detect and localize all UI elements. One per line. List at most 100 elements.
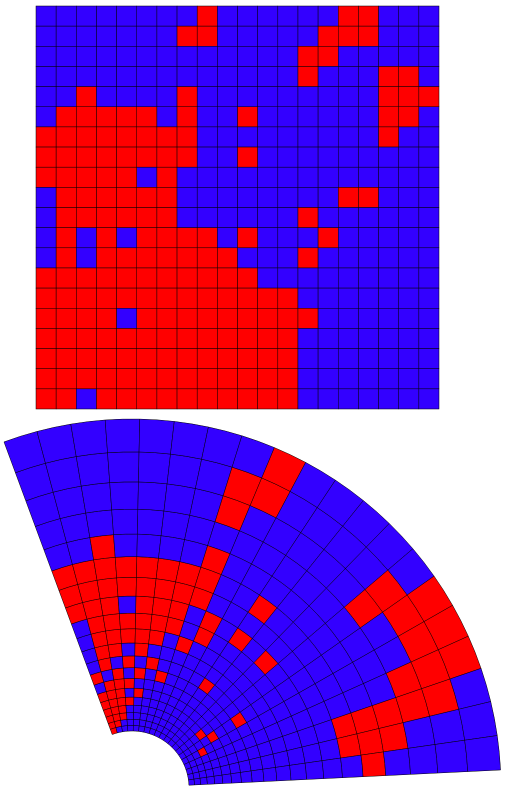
square-cell bbox=[116, 368, 137, 390]
square-cell bbox=[217, 166, 238, 188]
square-cell bbox=[76, 146, 97, 168]
square-cell bbox=[55, 25, 77, 47]
square-cell bbox=[96, 66, 117, 87]
square-cell bbox=[217, 207, 238, 228]
square-cell bbox=[317, 308, 339, 329]
fan-cell bbox=[133, 687, 144, 698]
square-cell bbox=[217, 328, 238, 349]
fan-cell bbox=[122, 655, 136, 669]
square-cell bbox=[55, 287, 77, 309]
square-cell bbox=[277, 46, 299, 67]
square-cell bbox=[418, 25, 440, 47]
square-cell bbox=[277, 106, 299, 128]
fan-cell bbox=[121, 725, 129, 733]
square-cell bbox=[237, 166, 258, 188]
square-cell bbox=[76, 187, 97, 208]
square-cell bbox=[217, 187, 238, 208]
square-cell bbox=[398, 227, 420, 249]
square-cell bbox=[196, 308, 218, 329]
square-cell bbox=[257, 66, 279, 87]
square-cell bbox=[35, 368, 57, 390]
square-cell bbox=[277, 86, 299, 107]
square-cell bbox=[297, 187, 319, 208]
square-cell bbox=[156, 187, 178, 208]
square-cell bbox=[156, 25, 178, 47]
square-cell bbox=[297, 368, 319, 390]
square-cell bbox=[237, 227, 258, 249]
square-cell bbox=[378, 308, 399, 329]
fan-cell bbox=[135, 577, 157, 598]
square-cell bbox=[257, 348, 279, 369]
fan-cell bbox=[132, 725, 140, 732]
square-cell bbox=[76, 66, 97, 87]
square-cell bbox=[76, 247, 97, 269]
square-cell bbox=[35, 126, 57, 148]
square-cell bbox=[35, 166, 57, 188]
square-cell bbox=[358, 187, 379, 208]
square-cell bbox=[55, 368, 77, 390]
square-cell bbox=[317, 66, 339, 87]
square-cell bbox=[297, 207, 319, 228]
fan-cell bbox=[133, 712, 141, 721]
square-cell bbox=[217, 126, 238, 148]
square-cell bbox=[317, 187, 339, 208]
square-cell bbox=[116, 126, 137, 148]
square-cell bbox=[378, 5, 399, 27]
square-cell bbox=[297, 5, 319, 27]
square-cell bbox=[136, 388, 158, 410]
square-cell bbox=[257, 106, 279, 128]
fan-cell bbox=[126, 712, 134, 720]
square-cell bbox=[156, 46, 178, 67]
fan-cell bbox=[188, 778, 195, 786]
square-cell bbox=[55, 146, 77, 168]
square-cell bbox=[257, 207, 279, 228]
square-cell bbox=[257, 25, 279, 47]
fan-cell bbox=[289, 762, 307, 781]
square-cell bbox=[55, 106, 77, 128]
square-cell bbox=[96, 166, 117, 188]
square-cell bbox=[257, 388, 279, 410]
square-cell bbox=[358, 328, 379, 349]
square-cell bbox=[217, 66, 238, 87]
square-cell bbox=[96, 388, 117, 410]
square-cell bbox=[96, 247, 117, 269]
square-cell bbox=[398, 207, 420, 228]
square-cell bbox=[196, 25, 218, 47]
square-cell bbox=[116, 187, 137, 208]
square-cell bbox=[378, 287, 399, 309]
square-cell bbox=[257, 86, 279, 107]
square-cell bbox=[136, 287, 158, 309]
square-cell bbox=[418, 348, 440, 369]
square-cell bbox=[297, 66, 319, 87]
square-cell bbox=[297, 267, 319, 289]
square-cell bbox=[55, 166, 77, 188]
square-cell bbox=[217, 308, 238, 329]
square-cell bbox=[55, 126, 77, 148]
fan-cell bbox=[275, 765, 292, 782]
square-cell bbox=[196, 66, 218, 87]
square-cell bbox=[338, 287, 359, 309]
square-cell bbox=[338, 66, 359, 87]
square-cell bbox=[378, 166, 399, 188]
square-cell bbox=[136, 227, 158, 249]
square-cell bbox=[35, 25, 57, 47]
square-cell bbox=[156, 388, 178, 410]
fan-cell bbox=[134, 642, 149, 658]
square-cell bbox=[156, 368, 178, 390]
square-cell bbox=[136, 66, 158, 87]
square-cell bbox=[156, 328, 178, 349]
square-cell bbox=[277, 5, 299, 27]
fan-cell bbox=[70, 419, 108, 457]
square-cell bbox=[76, 227, 97, 249]
fan-cell bbox=[133, 696, 143, 707]
fan-cell bbox=[206, 775, 215, 785]
square-cell bbox=[338, 187, 359, 208]
square-cell bbox=[196, 207, 218, 228]
square-cell bbox=[338, 328, 359, 349]
fan-cell bbox=[122, 667, 135, 679]
square-cell bbox=[176, 126, 198, 148]
square-cell bbox=[116, 388, 137, 410]
square-cell bbox=[237, 187, 258, 208]
square-cell bbox=[338, 106, 359, 128]
